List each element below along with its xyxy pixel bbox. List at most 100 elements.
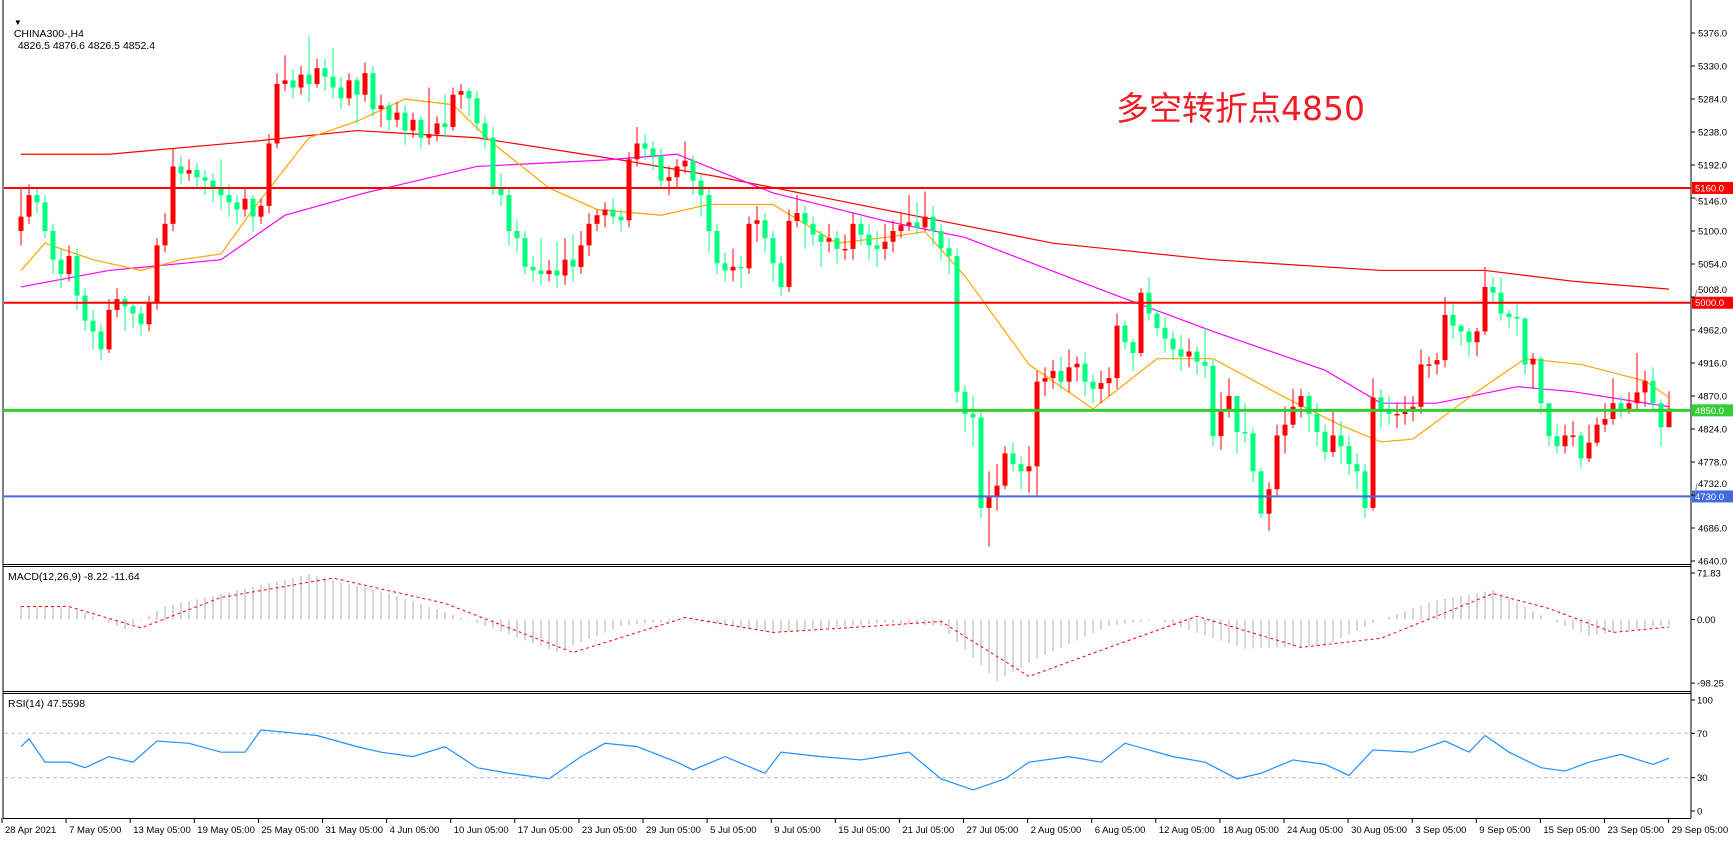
level-label-5000: 5000.0	[1695, 298, 1724, 309]
bear-candle	[1338, 421, 1344, 465]
candle-body	[1434, 360, 1440, 365]
candle-body	[322, 68, 328, 77]
candle-body	[1114, 325, 1120, 379]
candle-body	[1514, 317, 1520, 319]
candle-body	[802, 213, 808, 224]
bull-candle	[898, 213, 904, 239]
candle-body	[18, 216, 24, 231]
candle-body	[42, 202, 48, 231]
price-axis-label: 4686.0	[1698, 524, 1727, 535]
candle-body	[1010, 453, 1016, 465]
bull-candle	[1418, 349, 1424, 414]
candle-body	[186, 170, 192, 174]
bull-candle	[890, 220, 896, 253]
candle-body	[1298, 396, 1304, 407]
candles	[18, 35, 1672, 547]
candle-body	[1346, 446, 1352, 465]
bear-candle	[1258, 467, 1264, 518]
time-axis-label: 29 Sep 05:00	[1672, 825, 1729, 836]
bear-candle	[938, 223, 944, 260]
bull-candle	[106, 299, 112, 353]
candle-body	[874, 245, 880, 249]
candle-body	[794, 213, 800, 221]
candle-body	[1162, 327, 1168, 339]
candle-body	[1034, 381, 1040, 467]
candle-body	[850, 223, 856, 249]
candle-body	[1426, 364, 1432, 366]
price-tick-leader	[1694, 289, 1698, 298]
time-axis-label: 9 Jul 05:00	[774, 825, 820, 836]
candle-body	[1402, 411, 1408, 414]
candle-body	[1130, 342, 1136, 353]
candle-body	[162, 223, 168, 246]
candle-body	[898, 225, 904, 231]
bull-candle	[1482, 266, 1488, 336]
price-axis-label: 4640.0	[1698, 557, 1727, 568]
bear-candle	[1322, 424, 1328, 461]
bear-candle	[1082, 352, 1088, 396]
candle-body	[922, 216, 928, 228]
candle-body	[138, 313, 144, 325]
bull-candle	[170, 148, 176, 231]
bull-candle	[1290, 388, 1296, 429]
candle-body	[482, 123, 488, 138]
bull-candle	[298, 66, 304, 95]
candle-body	[226, 195, 232, 203]
bear-candle	[322, 58, 328, 92]
bull-candle	[986, 471, 992, 547]
bear-candle	[234, 195, 240, 224]
candle-body	[514, 231, 520, 239]
bear-candle	[1618, 396, 1624, 418]
candle-body	[1458, 325, 1464, 332]
candle-body	[1522, 318, 1528, 365]
candle-body	[1210, 365, 1216, 437]
bear-candle	[1010, 442, 1016, 472]
bull-candle	[362, 62, 368, 102]
candle-body	[1098, 383, 1104, 389]
candle-body	[978, 417, 984, 508]
horizontal-levels[interactable]: 5160.0 5000.0 4850.0 4730.0	[4, 181, 1733, 503]
candle-body	[346, 80, 352, 99]
candle-body	[890, 231, 896, 242]
moving-average-ma-mid	[20, 153, 1670, 408]
bear-candle	[610, 198, 616, 224]
candle-body	[66, 256, 72, 275]
candle-body	[634, 143, 640, 160]
bull-candle	[66, 245, 72, 282]
bull-candle	[18, 187, 24, 246]
bear-candle	[970, 396, 976, 447]
time-axis-label: 28 Apr 2021	[5, 825, 56, 836]
candle-body	[1226, 396, 1232, 411]
candle-body	[1442, 314, 1448, 361]
candle-body	[1354, 464, 1360, 472]
candle-body	[730, 266, 736, 271]
triangle-down-icon[interactable]: ▼	[13, 18, 22, 27]
bull-candle	[882, 223, 888, 260]
time-axis-label: 25 May 05:00	[261, 825, 319, 836]
candle-body	[986, 496, 992, 508]
candle-body	[1466, 331, 1472, 343]
bull-candle	[594, 209, 600, 231]
bear-candle	[1554, 424, 1560, 454]
candle-body	[1618, 403, 1624, 409]
candle-body	[202, 177, 208, 181]
bear-candle	[370, 66, 376, 117]
bear-candle	[1194, 345, 1200, 375]
candle-body	[962, 391, 968, 414]
candle-body	[498, 187, 504, 196]
bear-candle	[1122, 320, 1128, 350]
candle-body	[1642, 380, 1648, 393]
bull-candle	[1218, 392, 1224, 450]
bear-candle	[418, 116, 424, 149]
candle-body	[114, 299, 120, 310]
candle-body	[554, 270, 560, 276]
bear-candle	[930, 205, 936, 246]
rsi-panel	[4, 729, 1691, 791]
bear-candle	[1458, 324, 1464, 346]
price-axis-label: 5054.0	[1698, 260, 1727, 271]
bear-candle	[954, 248, 960, 404]
candle-body	[1330, 435, 1336, 452]
bull-candle	[906, 195, 912, 231]
bull-candle	[1298, 388, 1304, 418]
